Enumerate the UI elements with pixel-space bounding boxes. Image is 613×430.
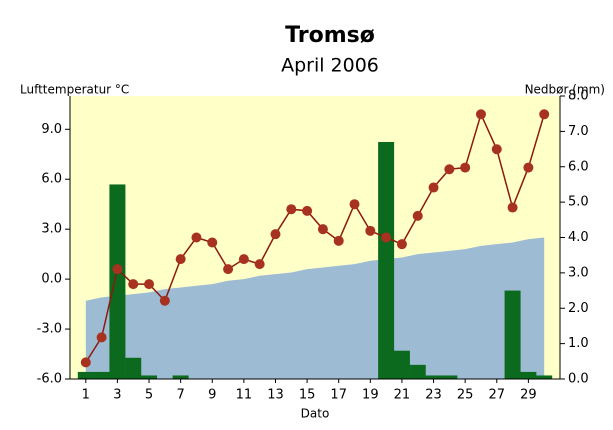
- precipitation-bar: [125, 357, 142, 379]
- temperature-point: [144, 279, 155, 290]
- temperature-point: [428, 182, 439, 193]
- precipitation-bar: [141, 375, 158, 379]
- precipitation-bar: [504, 290, 521, 379]
- y2-tick-label: 3.0: [568, 265, 589, 280]
- temperature-point: [460, 162, 471, 173]
- temperature-point: [286, 204, 297, 215]
- chart-title: Tromsø: [285, 23, 375, 48]
- temperature-point: [191, 232, 202, 243]
- x-tick-label: 1: [82, 388, 90, 403]
- x-tick-label: 29: [520, 388, 537, 403]
- precipitation-bar: [109, 184, 126, 379]
- temperature-point: [223, 264, 234, 275]
- temperature-point: [539, 109, 550, 120]
- x-tick-label: 15: [299, 388, 316, 403]
- y2-tick-label: 6.0: [568, 159, 589, 174]
- x-tick-label: 19: [362, 388, 379, 403]
- y-tick-label: 0.0: [41, 272, 62, 287]
- temperature-point: [396, 239, 407, 250]
- precipitation-bar: [93, 371, 110, 379]
- temperature-point: [159, 295, 170, 306]
- y-axis-label: Lufttemperatur °C: [20, 83, 129, 97]
- temperature-point: [238, 254, 249, 265]
- y2-tick-label: 7.0: [568, 124, 589, 139]
- x-tick-label: 25: [457, 388, 474, 403]
- temperature-point: [207, 237, 218, 248]
- y2-tick-label: 8.0: [568, 89, 589, 104]
- temperature-point: [96, 332, 107, 343]
- temperature-point: [491, 144, 502, 155]
- y2-tick-label: 4.0: [568, 230, 589, 245]
- temperature-point: [349, 199, 360, 210]
- precipitation-bar: [425, 375, 442, 379]
- precipitation-bar: [393, 350, 410, 379]
- temperature-point: [112, 264, 123, 275]
- temperature-point: [302, 205, 313, 216]
- x-tick-label: 23: [425, 388, 442, 403]
- x-tick-label: 5: [145, 388, 153, 403]
- x-tick-label: 21: [394, 388, 411, 403]
- y2-tick-label: 2.0: [568, 301, 589, 316]
- temperature-point: [507, 202, 518, 213]
- temperature-point: [412, 210, 423, 221]
- chart-subtitle: April 2006: [281, 55, 379, 77]
- temperature-point: [475, 109, 486, 120]
- y-tick-label: 6.0: [41, 172, 62, 187]
- temperature-point: [175, 254, 186, 265]
- y-tick-label: -3.0: [37, 322, 62, 337]
- precipitation-bar: [378, 141, 395, 379]
- temperature-point: [317, 224, 328, 235]
- temperature-point: [381, 232, 392, 243]
- x-tick-label: 27: [489, 388, 506, 403]
- y2-axis-label: Nedbør (mm): [525, 83, 605, 97]
- precipitation-bar: [520, 371, 537, 379]
- temperature-point: [333, 235, 344, 246]
- y-tick-label: 9.0: [41, 122, 62, 137]
- y2-tick-label: 1.0: [568, 336, 589, 351]
- temperature-point: [523, 162, 534, 173]
- precipitation-bar: [77, 371, 94, 379]
- x-tick-label: 17: [330, 388, 347, 403]
- temperature-point: [80, 357, 91, 368]
- temperature-point: [365, 225, 376, 236]
- x-tick-label: 3: [113, 388, 121, 403]
- x-tick-label: 11: [236, 388, 253, 403]
- y-tick-label: 3.0: [41, 222, 62, 237]
- temperature-point: [444, 164, 455, 175]
- x-tick-label: 13: [267, 388, 284, 403]
- precipitation-bar: [409, 364, 426, 379]
- normal-area: [85, 237, 545, 379]
- x-axis-label: Dato: [301, 407, 330, 421]
- precipitation-bar: [172, 375, 189, 379]
- x-tick-label: 9: [208, 388, 216, 403]
- temperature-point: [270, 229, 281, 240]
- temperature-point: [254, 259, 265, 270]
- precipitation-bar: [536, 375, 553, 379]
- precipitation-bar: [441, 375, 458, 379]
- y2-tick-label: 5.0: [568, 195, 589, 210]
- y2-tick-label: 0.0: [568, 372, 589, 387]
- x-tick-label: 7: [177, 388, 185, 403]
- temperature-point: [128, 279, 139, 290]
- y-tick-label: -6.0: [37, 372, 62, 387]
